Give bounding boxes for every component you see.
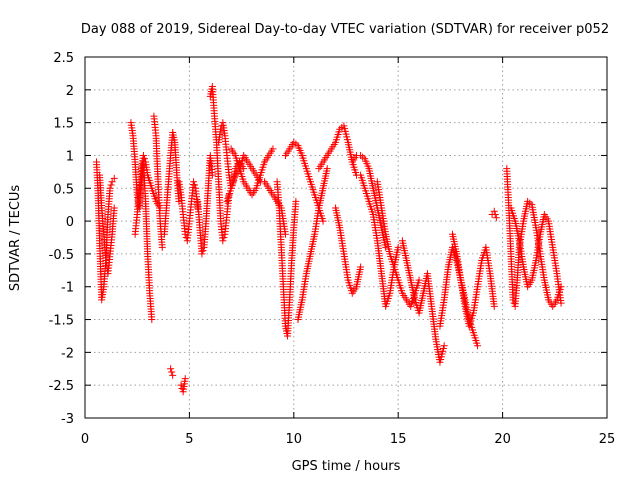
y-tick-label: 0 xyxy=(66,215,74,230)
data-point xyxy=(323,165,331,173)
data-point xyxy=(148,316,156,324)
chart-title: Day 088 of 2019, Sidereal Day-to-day VTE… xyxy=(81,22,609,37)
x-tick-label: 20 xyxy=(494,432,511,447)
y-axis-label: SDTVAR / TECUs xyxy=(8,185,23,292)
y-tick-label: 1.5 xyxy=(53,117,74,132)
data-point xyxy=(198,250,206,258)
y-tick-label: -1.5 xyxy=(49,314,74,329)
data-point xyxy=(169,371,177,379)
x-tick-label: 25 xyxy=(599,432,616,447)
data-point xyxy=(492,214,500,222)
data-point xyxy=(217,125,225,133)
data-point xyxy=(139,151,147,159)
y-tick-label: 1 xyxy=(66,149,74,164)
data-point xyxy=(490,207,498,215)
y-tick-label: 0.5 xyxy=(53,182,74,197)
y-tick-label: -3 xyxy=(61,412,74,427)
x-axis-label: GPS time / hours xyxy=(292,459,401,474)
data-point xyxy=(292,197,300,205)
x-tick-label: 5 xyxy=(185,432,193,447)
data-point xyxy=(440,342,448,350)
data-point xyxy=(269,145,277,153)
y-tick-label: 2 xyxy=(66,84,74,99)
y-tick-label: -2 xyxy=(61,346,74,361)
y-tick-label: 2.5 xyxy=(53,51,74,66)
data-point-interp xyxy=(220,234,228,241)
data-point xyxy=(490,302,498,310)
x-tick-label: 10 xyxy=(286,432,303,447)
data-point-interp xyxy=(199,247,207,255)
data-point xyxy=(474,342,482,350)
x-tick-label: 0 xyxy=(81,432,89,447)
tick-labels: -3 -2.5 -2 -1.5 -1 -0.5 0 0.5 1 1.5 2 2.5 0 5 10 15 20 25 xyxy=(49,51,616,447)
data-point xyxy=(181,375,189,383)
data-point xyxy=(357,263,365,271)
data-point xyxy=(319,217,327,225)
data-point-interp xyxy=(141,155,149,163)
data-point xyxy=(219,237,227,245)
data-point-interp xyxy=(491,211,499,219)
y-tick-label: -2.5 xyxy=(49,379,74,394)
data-point-interp xyxy=(191,181,199,189)
data-point xyxy=(110,174,118,182)
data-point xyxy=(208,171,216,179)
data-point xyxy=(557,299,565,307)
plot-frame xyxy=(84,56,608,419)
data-points xyxy=(92,83,565,396)
y-tick-label: -1 xyxy=(61,281,74,296)
axis-ticks xyxy=(84,56,608,419)
data-point xyxy=(106,184,114,192)
grid xyxy=(85,57,607,418)
data-point xyxy=(167,365,175,373)
y-tick-label: -0.5 xyxy=(49,248,74,263)
data-point xyxy=(190,178,198,186)
data-point-interp xyxy=(168,368,176,376)
data-point xyxy=(110,204,118,212)
data-point xyxy=(415,276,423,284)
data-point xyxy=(394,243,402,251)
data-point xyxy=(158,243,166,251)
data-point-interp xyxy=(107,181,115,189)
data-point xyxy=(177,381,185,389)
x-tick-label: 15 xyxy=(390,432,407,447)
